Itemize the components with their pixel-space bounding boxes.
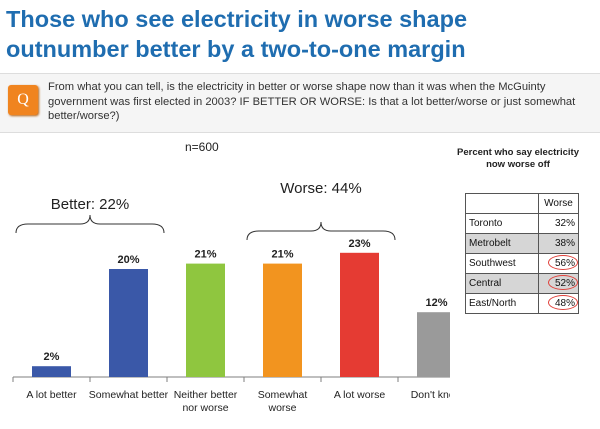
bar — [417, 312, 450, 377]
group-label: Worse: 44% — [280, 180, 361, 197]
region-worse-value: 38% — [538, 233, 579, 254]
title-line-2: outnumber better by a two-to-one margin — [6, 36, 466, 62]
bar — [32, 366, 71, 377]
bar-value-label: 2% — [44, 351, 60, 363]
region-name: Southwest — [465, 253, 539, 274]
bar — [109, 269, 148, 377]
bar-value-label: 23% — [348, 238, 370, 250]
x-tick-label: Don't know — [411, 389, 450, 401]
x-tick-label: Somewhat better — [89, 389, 169, 401]
highlight-circle — [548, 275, 578, 290]
region-worse-value: 48% — [538, 293, 579, 314]
x-tick-label: nor worse — [182, 402, 228, 414]
table-header-blank — [465, 193, 539, 214]
question-text: From what you can tell, is the electrici… — [48, 81, 576, 122]
bar-value-label: 21% — [194, 249, 216, 261]
question-badge-icon: Q — [8, 85, 38, 115]
x-tick-label: worse — [267, 402, 296, 414]
region-worse-value: 56% — [538, 253, 579, 274]
x-tick-label: A lot better — [26, 389, 77, 401]
x-tick-label: Somewhat — [258, 389, 308, 401]
region-name: Toronto — [465, 213, 539, 234]
bar — [263, 263, 302, 377]
table-row: Southwest 56% — [465, 253, 579, 274]
x-tick-label: A lot worse — [334, 389, 386, 401]
x-tick-label: Neither better — [174, 389, 238, 401]
bar-chart: 2% A lot better 20% Somewhat better 21% Neith… — [12, 180, 450, 414]
region-name: Metrobelt — [465, 233, 539, 254]
sample-size-label: n=600 — [185, 140, 219, 154]
table-row: East/North 48% — [465, 293, 579, 314]
side-table-title-line-2: now worse off — [486, 159, 550, 170]
region-name: Central — [465, 273, 539, 294]
group-label: Better: 22% — [51, 196, 129, 213]
table-header-row: Worse — [465, 193, 579, 214]
bar — [340, 252, 379, 377]
region-worse-table: Worse Toronto 32% Metrobelt 38% Southwest 56%… — [465, 193, 579, 314]
bar-value-label: 21% — [271, 249, 293, 261]
bar-value-label: 12% — [425, 297, 447, 309]
table-row: Central 52% — [465, 273, 579, 294]
bar-value-label: 20% — [117, 254, 139, 266]
side-table-title-line-1: Percent who say electricity — [457, 147, 579, 158]
page-title: Those who see electricity in worse shape… — [6, 4, 596, 64]
region-worse-value: 32% — [538, 213, 579, 234]
highlight-circle — [548, 255, 578, 270]
table-row: Metrobelt 38% — [465, 233, 579, 254]
region-worse-value: 52% — [538, 273, 579, 294]
title-line-1: Those who see electricity in worse shape — [6, 6, 468, 32]
region-name: East/North — [465, 293, 539, 314]
question-box: Q From what you can tell, is the electri… — [0, 73, 600, 133]
table-row: Toronto 32% — [465, 213, 579, 234]
side-table-title: Percent who say electricity now worse of… — [452, 147, 584, 171]
table-header-worse: Worse — [538, 193, 579, 214]
highlight-circle — [548, 295, 578, 310]
group-brace — [15, 214, 165, 234]
group-brace — [246, 221, 396, 241]
bar — [186, 263, 225, 377]
